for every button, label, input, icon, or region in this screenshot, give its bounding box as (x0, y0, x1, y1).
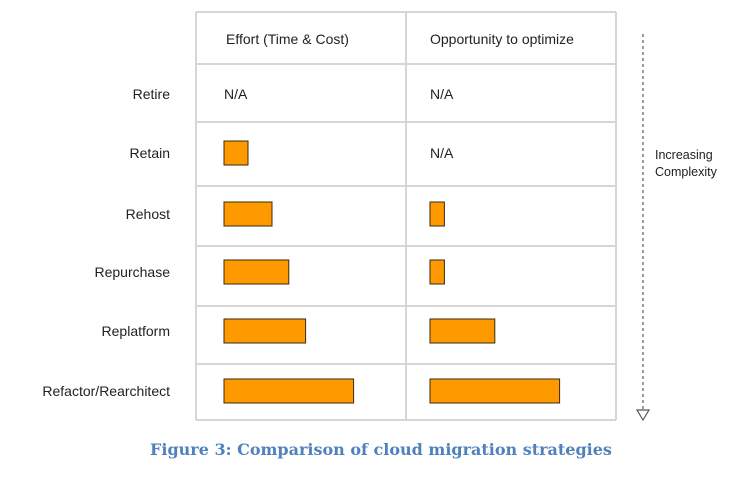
effort-bar (223, 201, 273, 227)
row-label: Repurchase (95, 264, 171, 280)
effort-bar (223, 140, 249, 166)
complexity-indicator: Increasing Complexity (635, 34, 718, 422)
table-row: Replatform (102, 318, 496, 344)
table-row: Rehost (126, 201, 445, 227)
side-label-complexity: Complexity (655, 165, 718, 179)
effort-na-text: N/A (224, 86, 248, 102)
side-label-increasing: Increasing (655, 148, 713, 162)
column-header-opportunity: Opportunity to optimize (430, 31, 574, 47)
opportunity-bar (429, 378, 561, 404)
row-label: Replatform (102, 323, 170, 339)
effort-bar (223, 318, 307, 344)
row-label: Retire (133, 86, 171, 102)
arrow-down-icon (635, 409, 651, 422)
row-label: Retain (130, 145, 170, 161)
table-grid (195, 11, 617, 421)
table-row: Repurchase (95, 259, 445, 285)
row-label: Rehost (126, 206, 170, 222)
opportunity-na-text: N/A (430, 86, 454, 102)
opportunity-bar (429, 201, 445, 227)
table-row: Retire N/A N/A (133, 86, 454, 102)
table-row: Refactor/Rearchitect (42, 378, 561, 404)
column-header-effort: Effort (Time & Cost) (226, 31, 349, 47)
figure-caption: Figure 3: Comparison of cloud migration … (150, 440, 612, 459)
opportunity-na-text: N/A (430, 145, 454, 161)
opportunity-bar (429, 259, 445, 285)
opportunity-bar (429, 318, 496, 344)
row-label: Refactor/Rearchitect (42, 383, 170, 399)
table-row: Retain N/A (130, 140, 454, 166)
table-rows: Retire N/A N/A Retain N/A Rehost Repurchase Rep… (42, 86, 561, 404)
effort-bar (223, 259, 290, 285)
effort-bar (223, 378, 355, 404)
